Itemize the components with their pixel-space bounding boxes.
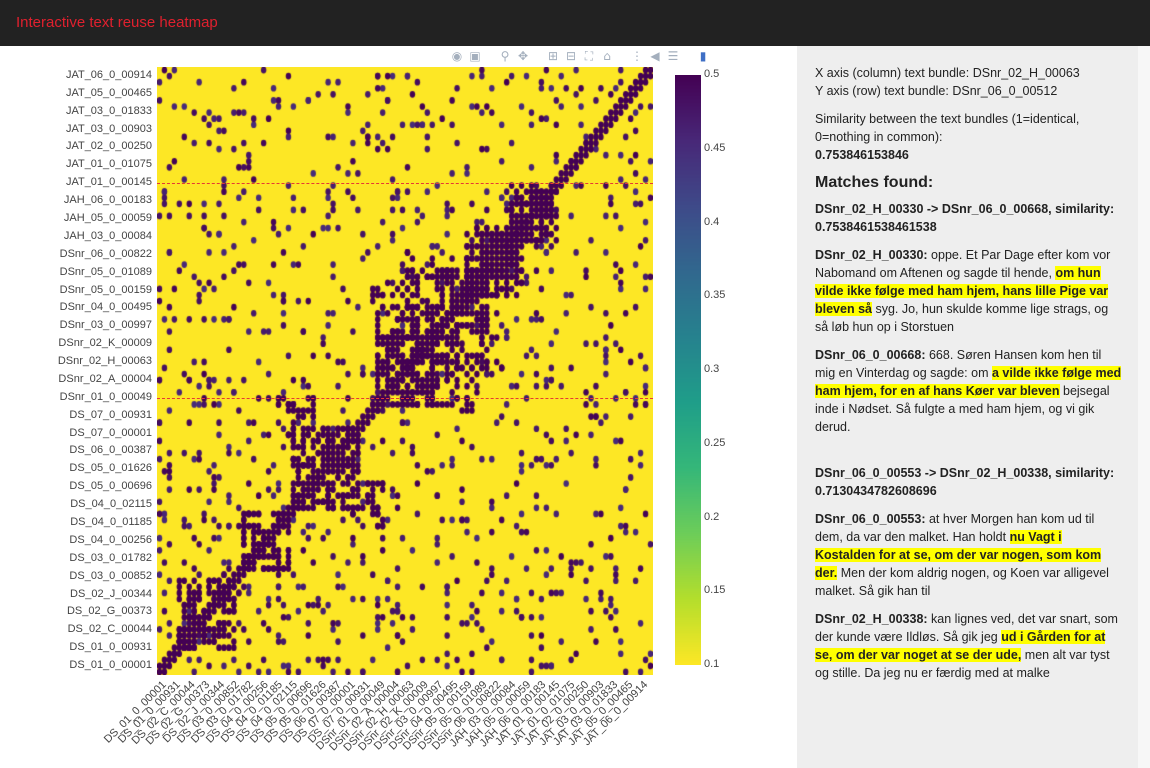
passage-id: DSnr_02_H_00330: [815,248,928,262]
spike-lines-icon[interactable]: ⋮ [631,49,643,63]
heatmap[interactable] [157,67,653,675]
y-tick-label: DSnr_03_0_00997 [59,319,152,332]
spacer [815,446,1123,464]
match-passage: DSnr_02_H_00338: kan lignes ved, det var… [815,610,1123,682]
passage-id: DSnr_06_0_00668: [815,348,926,362]
y-axis-bundle: Y axis (row) text bundle: DSnr_06_0_0051… [815,84,1058,98]
colorbar-tick-label: 0.4 [704,215,720,228]
zoom-icon[interactable]: ⚲ [500,49,510,63]
y-tick-label: DS_05_0_01626 [69,462,152,475]
colorbar-tick-label: 0.15 [704,584,726,597]
colorbar-tick-label: 0.3 [704,363,720,375]
zoom-out-icon[interactable]: ⊟ [565,49,577,63]
y-tick-label: JAH_06_0_00183 [63,194,152,207]
similarity-info: Similarity between the text bundles (1=i… [815,110,1123,164]
hover-compare-icon[interactable]: ☰ [667,49,679,63]
y-tick-label: DS_02_G_00373 [66,605,152,618]
colorbar-tick-label: 0.45 [704,141,726,154]
match-header-text: DSnr_02_H_00330 -> DSnr_06_0_00668, simi… [815,202,1115,234]
colorbar-tick-label: 0.5 [704,68,720,80]
x-axis-bundle: X axis (column) text bundle: DSnr_02_H_0… [815,66,1080,80]
y-tick-label: JAT_01_0_00145 [65,176,152,189]
y-tick-label: DS_04_0_01185 [70,516,152,528]
y-tick-label: JAT_02_0_00250 [65,140,152,153]
match-passage: DSnr_02_H_00330: oppe. Et Par Dage efter… [815,246,1123,336]
y-tick-label: JAT_03_0_00903 [65,122,152,135]
colorbar [675,75,701,665]
passage-text: Men der kom aldrig nogen, og Koen var al… [815,566,1109,598]
passage-text: oppe. Et Par Dage efter kom vor Nabomand… [815,248,1111,280]
passage-id: DSnr_02_H_00338: [815,612,928,626]
passage-text: syg. Jo, hun skulde komme lige strags, o… [815,302,1109,334]
y-tick-label: DSnr_01_0_00049 [59,390,152,403]
match-passage: DSnr_06_0_00553: at hver Morgen han kom … [815,510,1123,600]
passage-text: bejsegal inde i Nødset. Så fulgte a med … [815,384,1110,434]
colorbar-tick-label: 0.25 [704,436,726,449]
match-header: DSnr_06_0_00553 -> DSnr_02_H_00338, simi… [815,464,1123,500]
similarity-label: Similarity between the text bundles (1=i… [815,112,1080,144]
pan-icon[interactable]: ✥ [517,49,529,63]
y-tick-label: DS_02_J_00344 [70,587,152,600]
y-tick-label: DSnr_02_H_00063 [57,355,152,368]
y-tick-label: JAT_06_0_00914 [65,68,152,81]
modebar: ◉ ▣ ⚲ ✥ ⊞ ⊟ ⛶ ⌂ ⋮ ◀ ☰ ▮ [450,49,710,63]
group-divider-line [157,397,653,399]
y-tick-label: DSnr_05_0_00159 [59,283,152,296]
y-tick-label: JAT_05_0_00465 [65,86,152,99]
home-icon[interactable]: ⌂ [603,49,611,63]
similarity-value: 0.753846153846 [815,148,909,162]
match-passage: DSnr_06_0_00668: 668. Søren Hansen kom h… [815,346,1123,436]
plotly-logo-icon[interactable]: ▮ [699,49,707,63]
passage-text: men alt var tyst og stille. Da jeg nu er… [815,648,1110,680]
y-tick-label: DS_02_C_00044 [67,623,152,636]
y-tick-label: DS_07_0_00931 [69,408,152,421]
app-title: Interactive text reuse heatmap [16,14,218,31]
passage-text: kan lignes ved, det var snart, som der k… [815,612,1118,644]
y-tick-label: DSnr_02_K_00009 [58,337,152,350]
scrollbar[interactable] [1138,46,1150,768]
matches-heading: Matches found: [815,174,934,191]
y-tick-label: DS_04_0_02115 [70,498,152,511]
autoscale-icon[interactable]: ⛶ [584,49,594,63]
y-tick-label: DS_03_0_00852 [69,569,152,582]
y-tick-label: DS_01_0_00001 [69,659,152,672]
axis-info: X axis (column) text bundle: DSnr_02_H_0… [815,64,1123,100]
save-icon[interactable]: ▣ [469,49,481,63]
camera-icon[interactable]: ◉ [451,49,463,63]
passage-text: at hver Morgen han kom ud til dem, da va… [815,512,1095,544]
app-header: Interactive text reuse heatmap [0,0,1150,46]
y-tick-label: JAH_05_0_00059 [63,212,152,224]
y-tick-label: JAT_03_0_01833 [65,104,152,117]
y-tick-label: DS_07_0_00001 [69,426,152,439]
match-header-text: DSnr_06_0_00553 -> DSnr_02_H_00338, simi… [815,466,1115,498]
y-tick-label: DS_03_0_01782 [69,551,152,564]
y-tick-label: DS_04_0_00256 [69,533,152,546]
zoom-in-icon[interactable]: ⊞ [547,49,559,63]
y-tick-label: DSnr_06_0_00822 [59,247,152,260]
y-tick-label: JAT_01_0_01075 [65,158,152,171]
passage-text: 668. Søren Hansen kom hen til mig en Vin… [815,348,1102,380]
colorbar-tick-label: 0.35 [704,289,726,302]
y-tick-label: DSnr_05_0_01089 [59,265,152,278]
y-tick-label: DS_05_0_00696 [69,480,152,493]
y-tick-label: DS_06_0_00387 [69,444,152,457]
passage-id: DSnr_06_0_00553: [815,512,926,526]
y-tick-label: DSnr_04_0_00495 [59,301,152,314]
match-header: DSnr_02_H_00330 -> DSnr_06_0_00668, simi… [815,200,1123,236]
match-details-content: X axis (column) text bundle: DSnr_02_H_0… [815,64,1123,692]
y-tick-label: DSnr_02_A_00004 [58,372,152,385]
y-tick-label: JAH_03_0_00084 [63,229,152,242]
group-divider-line [157,183,653,185]
y-tick-label: DS_01_0_00931 [69,641,152,654]
hover-closest-icon[interactable]: ◀ [650,49,660,63]
colorbar-tick-label: 0.1 [704,658,720,670]
match-details-panel: X axis (column) text bundle: DSnr_02_H_0… [797,46,1138,768]
colorbar-tick-label: 0.2 [704,510,720,523]
